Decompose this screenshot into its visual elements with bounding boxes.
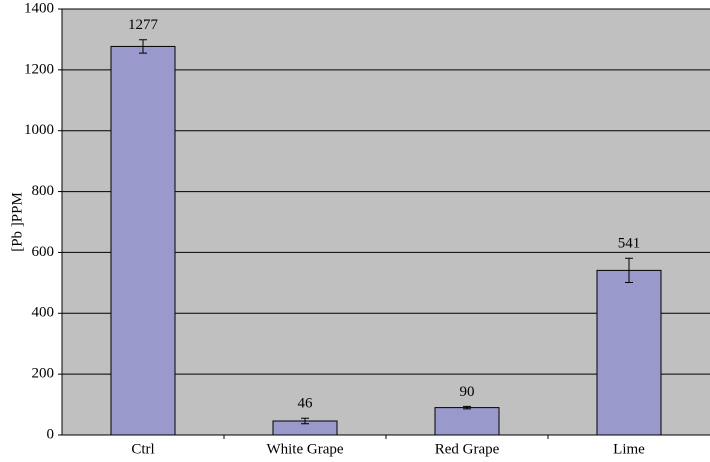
- data-label: 90: [460, 384, 475, 400]
- error-bar: [625, 257, 633, 284]
- y-tick-label: 1400: [24, 0, 54, 16]
- data-label: 541: [618, 236, 641, 252]
- x-tick-label: Red Grape: [435, 441, 500, 457]
- bar: [110, 45, 176, 436]
- x-tick-label: Lime: [613, 441, 645, 457]
- y-tick-label: 400: [32, 305, 55, 321]
- y-tick-label: 800: [32, 183, 55, 199]
- error-bar: [139, 39, 147, 54]
- y-tick-label: 0: [47, 426, 55, 442]
- x-tick-label: Ctrl: [131, 441, 154, 457]
- bar: [434, 407, 500, 436]
- y-tick-label: 1200: [24, 61, 54, 77]
- y-tick-label: 600: [32, 244, 55, 260]
- data-label: 46: [298, 396, 314, 412]
- y-tick-label: 1000: [24, 122, 54, 138]
- data-label: 1277: [128, 17, 159, 33]
- x-tick-label: White Grape: [266, 441, 343, 457]
- error-bar: [463, 405, 471, 410]
- error-bar: [301, 417, 309, 425]
- y-axis-label: [Pb ]PPM: [9, 192, 25, 252]
- y-tick-label: 200: [32, 366, 55, 382]
- bar: [596, 269, 662, 436]
